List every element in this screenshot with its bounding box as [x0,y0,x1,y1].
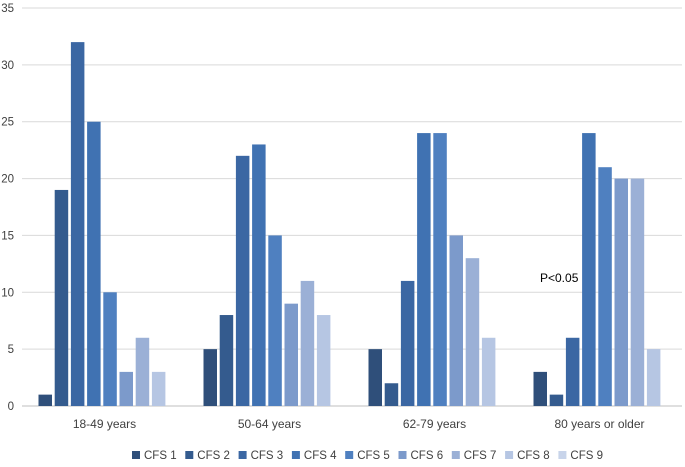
annotations: P<0.05 [540,271,579,285]
y-tick-label: 5 [8,344,14,356]
bars [38,42,661,407]
bar-cfs-1-0 [38,394,52,406]
bar-cfs-3-2 [400,280,415,406]
legend-swatch [345,451,354,459]
bar-cfs-5-3 [598,167,612,406]
y-tick-label: 25 [1,117,14,129]
bar-cfs-8-0 [151,371,166,406]
bar-cfs-2-0 [54,189,69,406]
bar-cfs-6-2 [449,235,463,406]
gridlines [22,7,682,407]
bar-cfs-4-1 [252,144,266,406]
legend-label: CFS 5 [357,450,390,462]
bar-cfs-3-0 [70,42,85,406]
bar-cfs-6-3 [614,178,628,406]
bar-cfs-5-2 [433,133,447,407]
y-tick-label: 10 [1,287,14,299]
bar-cfs-5-0 [103,292,117,406]
bar-cfs-4-0 [87,121,101,406]
y-tick-label: 20 [1,174,14,186]
legend-label: CFS 9 [570,450,603,462]
legend-swatch [291,451,300,459]
y-tick-label: 30 [1,60,14,72]
x-tick-label: 18-49 years [73,417,136,431]
y-axis-tick-labels: 0 5 10 15 20 25 30 35 [1,3,14,413]
legend-swatch [185,451,194,459]
legend-swatch [398,451,407,459]
legend-label: CFS 4 [304,450,337,462]
bar-cfs-2-3 [549,394,564,406]
bar-cfs-2-2 [384,383,399,406]
x-tick-label: 80 years or older [554,417,644,431]
bar-cfs-7-3 [630,178,645,406]
bar-cfs-1-1 [203,349,217,406]
bar-cfs-6-1 [284,303,298,406]
legend-swatch [451,451,460,459]
legend-swatch [505,451,514,459]
annotation-label: P<0.05 [540,271,579,285]
bar-cfs-7-2 [465,258,480,406]
bar-cfs-8-2 [481,337,496,406]
x-tick-label: 50-64 years [238,417,301,431]
y-tick-label: 0 [8,401,14,413]
bar-cfs-1-3 [533,371,547,406]
bar-cfs-8-3 [646,349,661,406]
legend-label: CFS 1 [144,450,177,462]
legend-swatch [558,451,567,459]
legend-label: CFS 7 [464,450,497,462]
legend-label: CFS 8 [517,450,550,462]
bar-cfs-2-1 [219,315,234,406]
bar-cfs-4-2 [417,133,431,407]
bar-cfs-7-1 [300,280,315,406]
bar-cfs-8-1 [316,315,331,406]
legend-label: CFS 2 [197,450,230,462]
bar-cfs-1-2 [368,349,382,406]
legend-swatch [132,451,140,459]
legend-swatch [238,451,247,459]
x-axis-tick-labels: 18-49 years 50-64 years 62-79 years 80 year… [73,417,645,431]
bar-cfs-5-1 [268,235,282,406]
bar-cfs-6-0 [119,371,133,406]
y-tick-label: 15 [1,230,14,242]
bar-cfs-3-1 [235,155,250,406]
bar-cfs-4-3 [582,133,596,407]
x-tick-label: 62-79 years [403,417,466,431]
legend: CFS 1 CFS 2 CFS 3 CFS 4 CFS 5 CFS 6 CFS 7 CFS 8… [132,450,603,462]
bar-cfs-7-0 [135,337,150,406]
legend-label: CFS 6 [411,450,444,462]
bar-cfs-3-3 [565,337,580,406]
y-tick-label: 35 [1,3,14,15]
legend-label: CFS 3 [251,450,284,462]
